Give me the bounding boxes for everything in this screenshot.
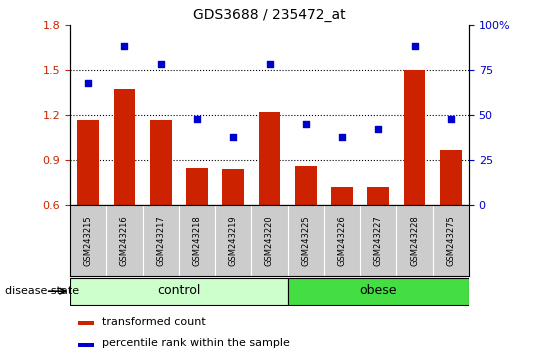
Text: GSM243215: GSM243215	[84, 215, 93, 266]
Text: GSM243220: GSM243220	[265, 215, 274, 266]
Point	[120, 44, 129, 49]
Text: GSM243218: GSM243218	[192, 215, 202, 266]
Point	[446, 116, 455, 121]
Point	[156, 62, 165, 67]
Text: GSM243228: GSM243228	[410, 215, 419, 266]
Bar	[223, 169, 244, 205]
Bar	[114, 90, 135, 205]
Text: GSM243219: GSM243219	[229, 215, 238, 266]
Bar	[295, 166, 316, 205]
Bar	[331, 187, 353, 205]
Text: percentile rank within the sample: percentile rank within the sample	[102, 338, 290, 348]
Bar	[440, 150, 462, 205]
Text: GSM243226: GSM243226	[337, 215, 347, 266]
Bar	[78, 321, 94, 325]
Text: GSM243217: GSM243217	[156, 215, 165, 266]
Text: transformed count: transformed count	[102, 317, 206, 327]
Point	[374, 127, 383, 132]
Bar	[186, 168, 208, 205]
Bar	[78, 343, 94, 347]
Point	[338, 134, 347, 139]
Bar	[368, 187, 389, 205]
Text: GSM243227: GSM243227	[374, 215, 383, 266]
FancyBboxPatch shape	[70, 278, 288, 305]
Point	[410, 44, 419, 49]
Point	[229, 134, 238, 139]
Bar	[259, 112, 280, 205]
Point	[192, 116, 201, 121]
Text: disease state: disease state	[5, 286, 80, 296]
Text: GSM243275: GSM243275	[446, 215, 455, 266]
Title: GDS3688 / 235472_at: GDS3688 / 235472_at	[193, 8, 346, 22]
Text: control: control	[157, 284, 201, 297]
Point	[301, 121, 310, 127]
FancyBboxPatch shape	[288, 278, 469, 305]
Bar	[150, 120, 171, 205]
Point	[84, 80, 93, 85]
Text: obese: obese	[360, 284, 397, 297]
Text: GSM243225: GSM243225	[301, 215, 310, 266]
Text: GSM243216: GSM243216	[120, 215, 129, 266]
Point	[265, 62, 274, 67]
Bar	[404, 70, 425, 205]
Bar	[77, 120, 99, 205]
